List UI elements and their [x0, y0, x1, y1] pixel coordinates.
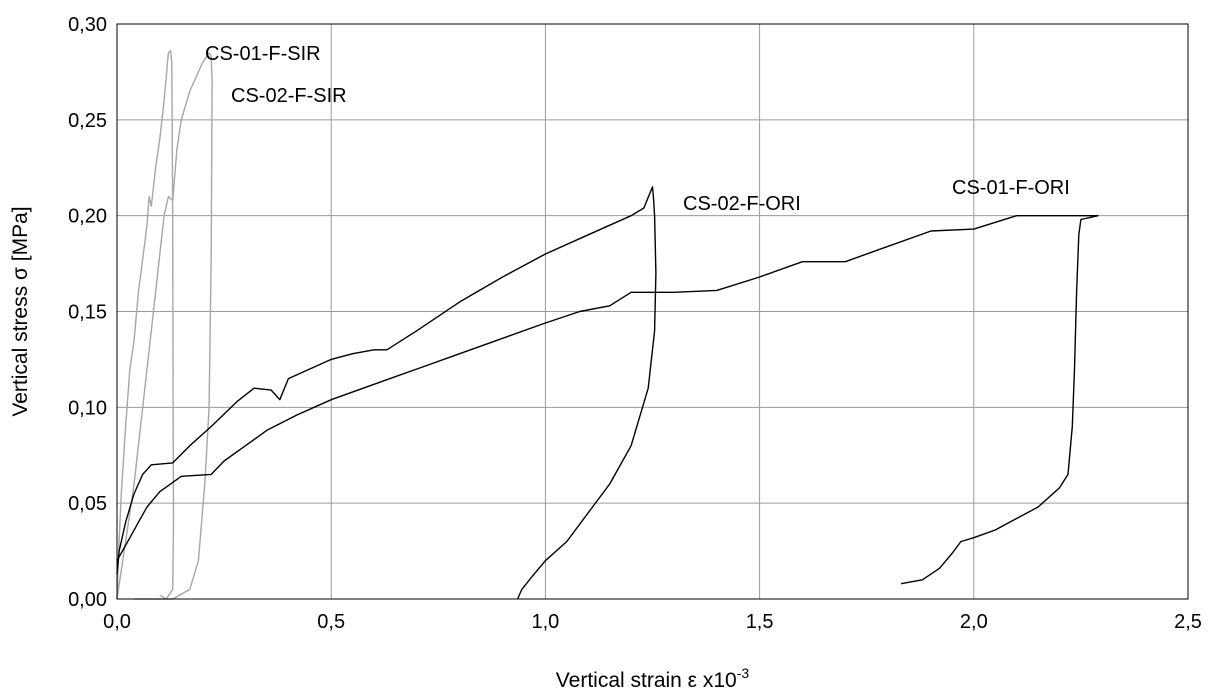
- series-group: [116, 50, 1099, 600]
- x-tick-label: 1,5: [746, 611, 774, 633]
- x-tick-label: 1,0: [531, 611, 559, 633]
- x-axis-title-text: Vertical strain ε x10: [556, 669, 737, 692]
- x-tick-label: 2,5: [1174, 611, 1202, 633]
- y-tick-label: 0,10: [68, 397, 107, 419]
- y-tick-labels: 0,00 0,05 0,10 0,15 0,20 0,25 0,30: [68, 14, 107, 611]
- series-label-cs-02-f-ori: CS-02-F-ORI: [683, 193, 801, 215]
- x-tick-label: 0,5: [317, 611, 345, 633]
- series-label-cs-01-f-sir: CS-01-F-SIR: [205, 43, 321, 65]
- series-line-cs-02-f-sir: [116, 52, 213, 600]
- y-tick-label: 0,25: [68, 110, 107, 132]
- y-tick-label: 0,05: [68, 493, 107, 515]
- series-label-cs-02-f-sir: CS-02-F-SIR: [231, 85, 347, 107]
- series-line-cs-01-f-ori: [116, 215, 1099, 585]
- series-line-cs-02-f-ori: [116, 186, 657, 600]
- y-tick-label: 0,30: [68, 14, 107, 36]
- x-axis-title-exponent: -3: [737, 665, 750, 681]
- y-tick-label: 0,00: [68, 589, 107, 611]
- x-tick-labels: 0,0 0,5 1,0 1,5 2,0 2,5: [103, 611, 1202, 633]
- x-tick-label: 2,0: [960, 611, 988, 633]
- x-tick-label: 0,0: [103, 611, 131, 633]
- y-tick-label: 0,15: [68, 302, 107, 324]
- x-axis-title: Vertical strain ε x10-3: [556, 665, 750, 692]
- plot-frame: [116, 23, 1189, 600]
- series-label-cs-01-f-ori: CS-01-F-ORI: [952, 177, 1070, 199]
- series-line-cs-01-f-sir: [116, 50, 175, 600]
- y-axis-title: Vertical stress σ [MPa]: [9, 206, 32, 416]
- y-tick-label: 0,20: [68, 206, 107, 228]
- series-annotations: CS-01-F-SIR CS-02-F-SIR CS-02-F-ORI CS-01-F…: [205, 43, 1070, 215]
